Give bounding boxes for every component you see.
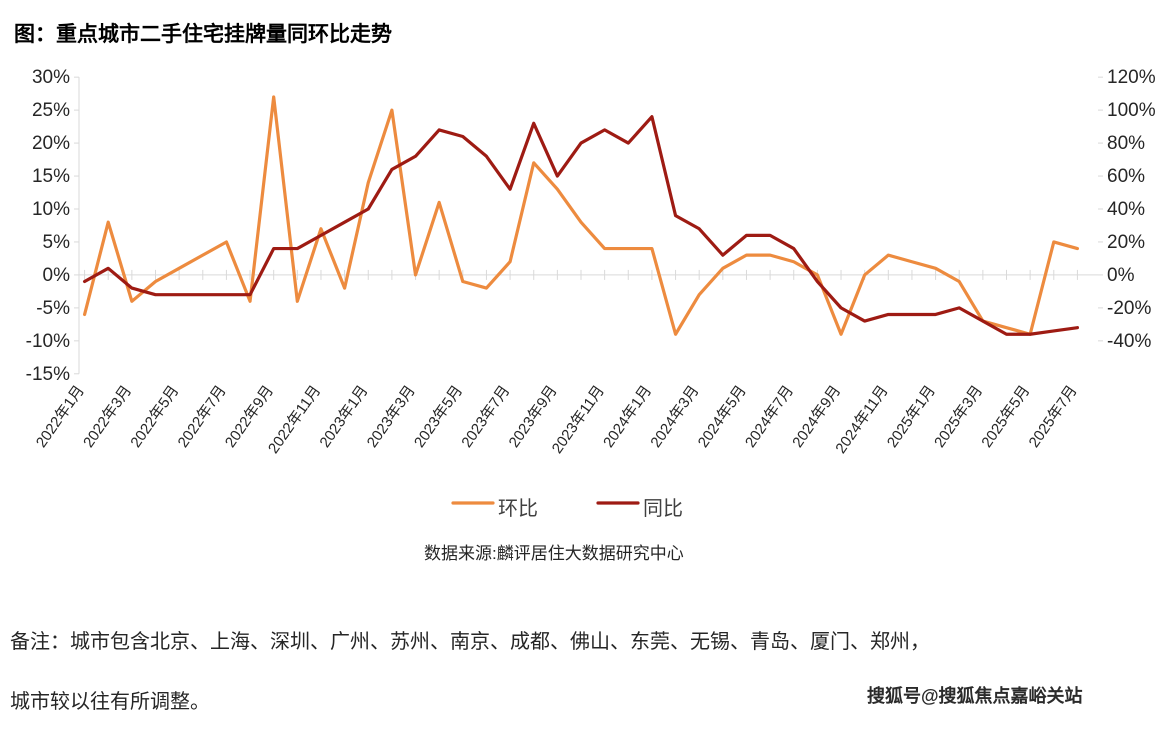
svg-text:15%: 15% — [32, 166, 70, 187]
svg-text:5%: 5% — [43, 232, 71, 253]
svg-text:60%: 60% — [1107, 166, 1145, 187]
svg-text:-20%: -20% — [1107, 298, 1151, 319]
svg-text:100%: 100% — [1107, 100, 1156, 121]
svg-text:20%: 20% — [32, 133, 70, 154]
svg-text:25%: 25% — [32, 100, 70, 121]
svg-text:0%: 0% — [43, 265, 71, 286]
svg-text:0%: 0% — [1107, 265, 1135, 286]
svg-text:-10%: -10% — [26, 331, 70, 352]
svg-text:10%: 10% — [32, 199, 70, 220]
svg-text:120%: 120% — [1107, 67, 1156, 88]
svg-text:2025年7月: 2025年7月 — [1026, 382, 1081, 450]
svg-text:40%: 40% — [1107, 199, 1145, 220]
svg-text:-40%: -40% — [1107, 331, 1151, 352]
svg-text:-5%: -5% — [36, 298, 70, 319]
svg-text:-15%: -15% — [26, 364, 70, 385]
svg-text:30%: 30% — [32, 67, 70, 88]
svg-text:20%: 20% — [1107, 232, 1145, 253]
svg-text:80%: 80% — [1107, 133, 1145, 154]
